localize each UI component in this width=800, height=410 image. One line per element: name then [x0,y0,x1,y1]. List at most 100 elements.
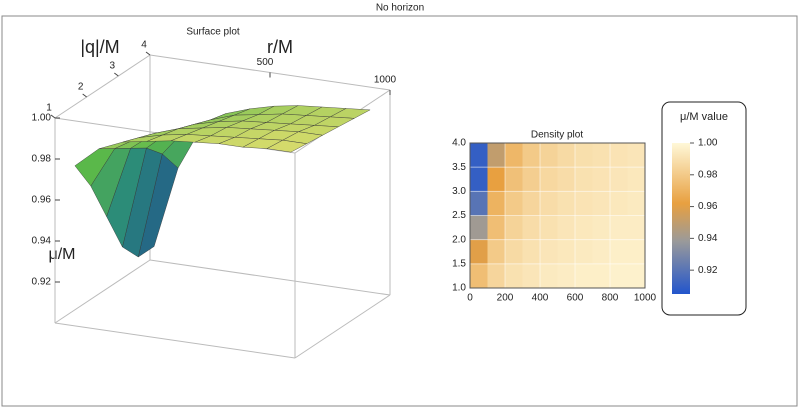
y-tick-label: 2 [78,82,84,93]
colorbar-label: 0.94 [698,233,718,244]
density-cell [505,239,523,264]
box-edge [149,259,391,296]
density-cell [505,167,523,192]
density-cell [592,167,610,192]
density-cell [470,263,488,288]
density-cell [487,143,505,168]
density-cell [610,263,628,288]
y-tick-label: 2.5 [452,210,466,221]
density-cell [522,191,540,216]
box-edge [54,54,151,119]
y-tick-label: 3.5 [452,162,466,173]
density-cell [540,263,558,288]
plot-frame [469,142,646,289]
colorbar-label: 0.92 [698,265,718,276]
density-cell [610,215,628,240]
density-cell [540,191,558,216]
x-tick-label: 600 [567,293,584,304]
density-cell [522,215,540,240]
legend-title: μ/M value [680,111,728,123]
y-tick [50,114,56,119]
density-cell [505,215,523,240]
x-axis-label: r/M [267,37,293,57]
x-tick-label: 1000 [634,293,657,304]
density-cell [627,239,645,264]
density-cell [470,191,488,216]
colorbar-label: 0.98 [698,169,718,180]
density-cell [557,263,575,288]
y-tick [145,51,151,56]
y-tick [114,72,119,77]
density-cell [575,143,593,168]
density-cell [470,167,488,192]
density-cell [470,215,488,240]
density-cell [470,143,488,168]
density-cell [575,191,593,216]
density-cell [557,191,575,216]
y-tick-label: 1.5 [452,258,466,269]
y-tick-label: 1.0 [452,283,466,294]
y-tick-label: 4.0 [452,138,466,149]
box-edge [54,322,296,359]
density-cell [592,191,610,216]
z-axis-label: μ/M [49,246,76,263]
density-cell [540,239,558,264]
y-tick-label: 4 [141,40,147,51]
density-cell [505,191,523,216]
figure-title: No horizon [376,3,424,14]
density-cell [522,143,540,168]
z-tick-label: 0.98 [32,154,52,165]
density-cell [627,167,645,192]
density-cell [557,215,575,240]
x-tick-label: 1000 [374,75,397,86]
density-cell [627,215,645,240]
density-cell [470,239,488,264]
density-cell [592,143,610,168]
y-tick-label: 3 [110,61,116,72]
density-cell [522,263,540,288]
density-cell [610,143,628,168]
density-cell [505,143,523,168]
density-cell [592,215,610,240]
density-cell [540,143,558,168]
z-tick-label: 1.00 [32,113,52,124]
colorbar [672,143,690,294]
y-tick [82,93,87,98]
frame [1,15,798,407]
density-cell [487,167,505,192]
surface-patch [266,139,308,153]
x-tick-label: 0 [467,293,473,304]
density-cell [487,263,505,288]
density-cell [540,215,558,240]
density-cell [487,215,505,240]
box-edge [294,294,391,359]
density-cell [592,263,610,288]
box-edge [54,259,151,324]
density-cell [575,239,593,264]
y-tick-label: 3.0 [452,186,466,197]
density-cell [592,239,610,264]
density-cell [610,191,628,216]
density-cell [557,143,575,168]
x-tick-label: 400 [532,293,549,304]
z-tick-label: 0.96 [32,195,52,206]
colorbar-label: 1.00 [698,138,718,149]
density-cell [627,143,645,168]
density-cell [610,239,628,264]
z-tick-label: 0.92 [32,277,52,288]
density-cell [522,167,540,192]
x-tick-label: 500 [257,57,274,68]
density-cell [487,191,505,216]
density-cell [487,239,505,264]
density-cell [557,239,575,264]
density-cell [575,167,593,192]
z-tick-label: 0.94 [32,236,52,247]
density-cell [540,167,558,192]
density-cell [627,191,645,216]
density-cell [627,263,645,288]
colorbar-label: 0.96 [698,201,718,212]
y-axis-label: |q|/M [80,37,119,57]
density-cell [522,239,540,264]
x-tick-label: 800 [602,293,619,304]
